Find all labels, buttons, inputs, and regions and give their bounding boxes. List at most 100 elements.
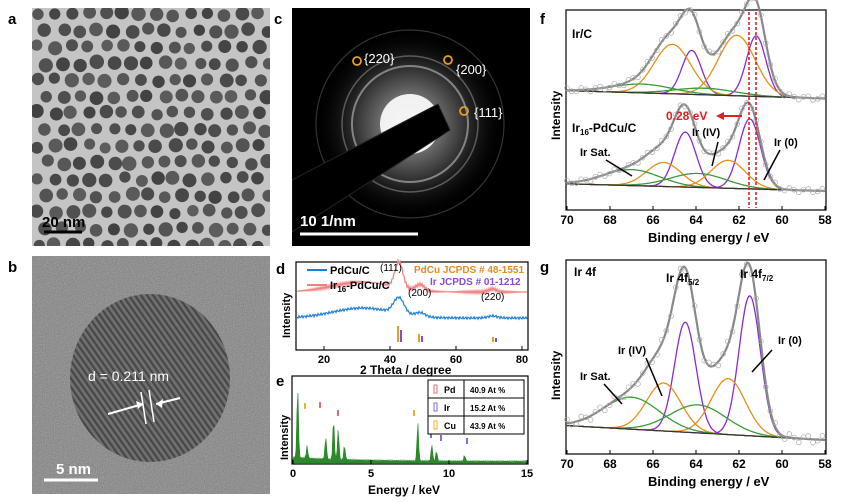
raw-data-point xyxy=(573,421,580,428)
raw-data-point xyxy=(786,91,793,97)
raw-data-point xyxy=(805,93,811,99)
panel-c-beam-stopper xyxy=(292,103,451,233)
nanoparticle xyxy=(185,239,200,246)
panel-c-ring-220 xyxy=(315,29,505,219)
raw-data-point xyxy=(592,408,599,415)
raw-data-point xyxy=(658,37,665,43)
nanoparticle xyxy=(38,58,53,73)
raw-data-point xyxy=(786,185,793,191)
raw-data-point xyxy=(739,9,745,15)
x-tick-label: 20 xyxy=(318,354,330,366)
nanoparticle xyxy=(191,90,205,104)
nanoparticle xyxy=(123,56,139,71)
nanoparticle xyxy=(48,41,63,56)
nanoparticle xyxy=(261,26,270,38)
panel-g-curves xyxy=(564,261,826,446)
raw-data-point xyxy=(715,49,722,55)
raw-data-point xyxy=(639,370,646,376)
panel-b: b d = 0.211 nm 5 nm xyxy=(8,256,270,494)
panel-e-val-pd: 40.9 At % xyxy=(470,386,505,395)
nanoparticle xyxy=(125,124,137,136)
raw-data-point xyxy=(635,74,641,80)
nanoparticle xyxy=(32,204,44,218)
nanoparticle xyxy=(32,173,43,185)
nanoparticle xyxy=(201,172,215,186)
panel-e-letter: e xyxy=(276,373,284,390)
raw-data-point xyxy=(743,1,750,7)
nanoparticle xyxy=(141,156,155,169)
raw-data-point xyxy=(677,13,684,19)
nanoparticle xyxy=(217,9,231,22)
raw-data-point xyxy=(564,85,570,91)
nanoparticle xyxy=(91,123,103,135)
nanoparticle xyxy=(108,191,121,203)
panel-a-scale-label: 20 nm xyxy=(42,214,85,231)
raw-data-point xyxy=(691,11,698,18)
nanoparticle xyxy=(116,238,129,246)
nanoparticle xyxy=(226,124,239,136)
raw-data-point xyxy=(654,351,660,358)
raw-data-point xyxy=(587,178,594,184)
raw-data-point xyxy=(682,9,688,16)
raw-data-point xyxy=(814,96,821,102)
raw-data-point xyxy=(654,47,660,53)
nanoparticle xyxy=(107,223,120,236)
nanoparticle xyxy=(168,41,181,54)
raw-data-point xyxy=(725,30,731,37)
raw-data-point xyxy=(767,173,774,180)
panel-c: c {220} {200} {111} 10 1/nm xyxy=(274,8,530,246)
panel-g-title: Ir 4f xyxy=(574,265,597,279)
nanoparticle xyxy=(97,73,112,88)
nanoparticle xyxy=(107,91,121,105)
raw-data-point xyxy=(753,295,759,302)
raw-data-point xyxy=(682,103,688,110)
nanoparticle xyxy=(115,106,127,118)
fit-component xyxy=(567,43,825,100)
x-tick-label: 58 xyxy=(818,457,832,471)
nanoparticle xyxy=(252,39,267,55)
panel-e-el-cu: Cu xyxy=(444,421,456,431)
x-tick-label: 70 xyxy=(560,213,574,227)
panel-f-curves xyxy=(564,0,826,196)
nanoparticle xyxy=(37,23,51,37)
nanoparticle xyxy=(131,105,145,119)
raw-data-point xyxy=(564,416,570,423)
raw-data-point xyxy=(663,327,670,334)
nanoparticle xyxy=(182,74,197,88)
nanoparticle xyxy=(133,140,145,152)
raw-data-point xyxy=(621,82,627,89)
raw-data-point xyxy=(781,187,788,194)
nanoparticle xyxy=(140,89,153,103)
panel-f: f 0.28 eV Ir/C Ir16-PdCu/C Ir Sat. Ir (I… xyxy=(540,0,832,245)
nanoparticle xyxy=(168,138,183,153)
nanoparticle xyxy=(98,173,113,188)
nanoparticle xyxy=(142,22,155,35)
nanoparticle xyxy=(233,238,247,246)
panel-g-letter: g xyxy=(540,259,549,276)
nanoparticle xyxy=(251,203,265,218)
nanoparticle xyxy=(119,171,131,183)
panel-a-letter: a xyxy=(8,11,17,28)
raw-data-point xyxy=(777,186,783,192)
panel-b-d-spacing: d = 0.211 nm xyxy=(88,368,169,384)
nanoparticle xyxy=(241,22,255,36)
raw-data-point xyxy=(564,177,570,184)
panel-g-ylabel: Intensity xyxy=(549,350,563,400)
nanoparticle xyxy=(74,221,87,233)
raw-data-point xyxy=(644,59,651,65)
nanoparticle xyxy=(254,74,267,87)
nanoparticle xyxy=(108,156,123,171)
nanoparticle xyxy=(90,154,105,169)
nanoparticle xyxy=(66,174,79,187)
x-tick-label: 62 xyxy=(732,457,746,471)
nanoparticle xyxy=(141,187,155,201)
x-tick-label: 40 xyxy=(384,354,396,366)
nanoparticle xyxy=(261,224,270,236)
panel-e-composition-table xyxy=(427,379,525,435)
x-tick-label: 62 xyxy=(732,213,746,227)
raw-data-point xyxy=(762,384,769,390)
nanoparticle xyxy=(83,8,97,19)
raw-data-point xyxy=(654,145,660,152)
nanoparticle xyxy=(82,72,95,86)
nanoparticle xyxy=(150,41,163,55)
